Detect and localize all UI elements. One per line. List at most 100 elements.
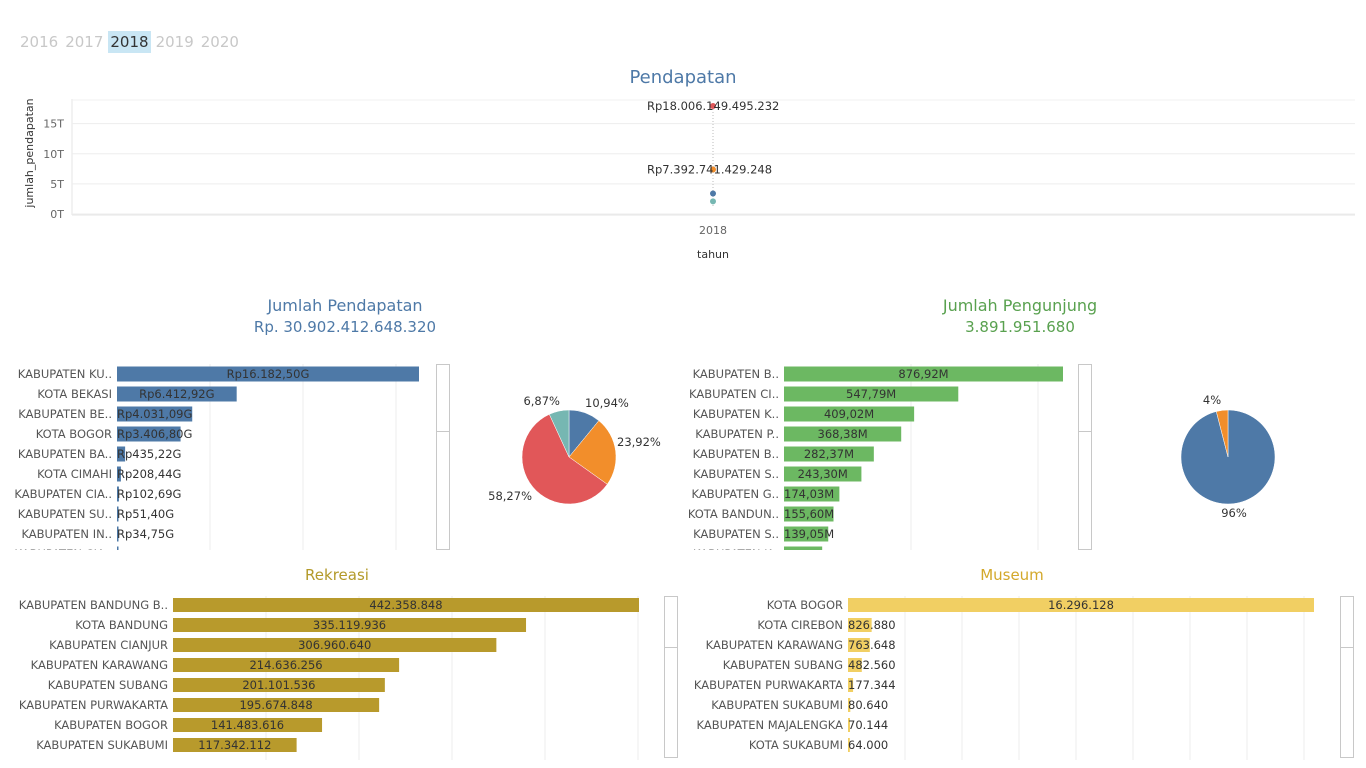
bar[interactable] — [784, 486, 840, 502]
bar-chart-body: KABUPATEN BANDUNG B.. 442.358.848 KOTA BAN… — [19, 596, 639, 760]
year-2016[interactable]: 2016 — [20, 33, 59, 51]
y-axis-label: jumlah_pendapatan — [23, 98, 36, 208]
scatter-point — [710, 166, 716, 173]
bar-value-label: 442.358.848 — [369, 598, 442, 612]
category-label: KOTA SUKABUMI — [749, 738, 843, 752]
pendapatan-pie-chart: 10,94% 23,92% 58,27% 6,87% — [488, 394, 661, 505]
year-2017[interactable]: 2017 — [65, 33, 104, 51]
bar-value-label: 201.101.536 — [242, 678, 315, 692]
category-label: KABUPATEN SUKABUMI — [36, 738, 168, 752]
scatter-grid — [71, 99, 1355, 216]
bar[interactable] — [848, 698, 851, 712]
bar[interactable] — [848, 718, 851, 732]
bar[interactable] — [784, 406, 915, 422]
category-label: KABUPATEN K.. — [693, 547, 779, 550]
bar[interactable] — [117, 546, 119, 551]
museum-scrollbar[interactable] — [1340, 596, 1354, 758]
bar[interactable] — [173, 738, 297, 752]
pie-slice[interactable] — [568, 420, 617, 485]
bar-value-label: 335.119.936 — [313, 618, 386, 632]
year-2018[interactable]: 2018 — [108, 31, 151, 53]
bar[interactable] — [117, 406, 193, 422]
year-filter: 2016 2017 2018 2019 2020 — [18, 31, 244, 53]
bar[interactable] — [117, 486, 119, 502]
year-2019[interactable]: 2019 — [155, 33, 194, 51]
bar-value-label: 70.144 — [848, 718, 888, 732]
jumlah-pendapatan-value: Rp. 30.902.412.648.320 — [253, 318, 437, 336]
bar[interactable] — [784, 386, 959, 402]
bar-value-label: Rp16.182,50G — [227, 367, 310, 381]
bar-value-label: 763.648 — [848, 638, 896, 652]
category-label: KOTA CIREBON — [757, 618, 843, 632]
bar-chart-body: KOTA BOGOR 16.296.128 KOTA CIREBON 826.880 K… — [694, 596, 1314, 760]
category-label: KABUPATEN B.. — [693, 447, 779, 461]
bar-value-label: Rp102,69G — [117, 487, 181, 501]
pie-slice[interactable] — [521, 413, 608, 505]
scroll-thumb[interactable] — [1079, 365, 1091, 432]
year-2020[interactable]: 2020 — [200, 33, 239, 51]
bar-value-label: 64.000 — [848, 738, 888, 752]
bar[interactable] — [173, 618, 527, 632]
bar[interactable] — [173, 638, 497, 652]
category-label: KABUPATEN SUBANG — [723, 658, 843, 672]
pie-slice[interactable] — [549, 409, 570, 458]
bar-value-label: 80.640 — [848, 698, 888, 712]
bar-value-label: 826.880 — [848, 618, 896, 632]
bar[interactable] — [117, 446, 126, 462]
category-label: KABUPATEN S.. — [693, 527, 779, 541]
bar[interactable] — [173, 718, 323, 732]
bar[interactable] — [117, 506, 119, 522]
category-label: KABUPATEN BA.. — [18, 447, 112, 461]
scatter-point — [710, 198, 716, 205]
bar[interactable] — [117, 366, 419, 382]
bar[interactable] — [784, 366, 1063, 382]
bar[interactable] — [117, 386, 237, 402]
bar[interactable] — [784, 546, 823, 551]
y-tick-label: 0T — [50, 208, 64, 221]
bar-value-label: 306.960.640 — [298, 638, 371, 652]
bar-value-label: Rp6.412,92G — [139, 387, 214, 401]
bar[interactable] — [117, 426, 181, 442]
bar[interactable] — [173, 678, 385, 692]
pengunjung-scrollbar[interactable] — [1078, 364, 1092, 550]
bar[interactable] — [117, 526, 119, 542]
category-label: KABUPATEN G.. — [692, 487, 779, 501]
bar[interactable] — [848, 658, 862, 672]
bar[interactable] — [784, 526, 829, 542]
category-label: KOTA BOGOR — [767, 598, 843, 612]
category-label: KABUPATEN MAJALENGKA — [697, 718, 844, 732]
bar-value-label: 243,30M — [798, 467, 848, 481]
bar-value-label: 214.636.256 — [249, 658, 322, 672]
bar[interactable] — [173, 658, 400, 672]
bar[interactable] — [848, 638, 870, 652]
pendapatan-bar-chart: KABUPATEN KU.. Rp16.182,50G KOTA BEKASI Rp6… — [14, 364, 419, 551]
scatter-point-label: Rp7.392.741.429.248 — [647, 162, 772, 176]
bar[interactable] — [784, 426, 902, 442]
scroll-thumb[interactable] — [1341, 597, 1353, 648]
category-label: KOTA CIMAHI — [37, 467, 112, 481]
bar[interactable] — [173, 598, 639, 612]
bar-value-label: 876,92M — [898, 367, 948, 381]
bar-value-label: 141.483.616 — [211, 718, 284, 732]
scroll-thumb[interactable] — [437, 365, 449, 432]
pendapatan-scrollbar[interactable] — [436, 364, 450, 550]
rekreasi-scrollbar[interactable] — [664, 596, 678, 758]
bar[interactable] — [848, 738, 850, 752]
bar[interactable] — [848, 598, 1314, 612]
y-tick-label: 5T — [50, 178, 64, 191]
pendapatan-title: Pendapatan — [629, 67, 737, 88]
bar[interactable] — [848, 678, 854, 692]
bar[interactable] — [173, 698, 380, 712]
bar[interactable] — [848, 618, 872, 632]
bar[interactable] — [784, 466, 862, 482]
bar[interactable] — [784, 446, 874, 462]
y-tick-label: 10T — [43, 148, 64, 161]
bar[interactable] — [117, 466, 121, 482]
jumlah-pengunjung-value: 3.891.951.680 — [965, 318, 1075, 336]
scroll-thumb[interactable] — [665, 597, 677, 648]
pie-slice[interactable] — [1216, 409, 1229, 458]
bar[interactable] — [784, 506, 834, 522]
bar-value-label: 174,03M — [784, 487, 834, 501]
pie-body: 96% 4% — [1180, 393, 1276, 520]
y-tick-label: 15T — [43, 118, 64, 131]
